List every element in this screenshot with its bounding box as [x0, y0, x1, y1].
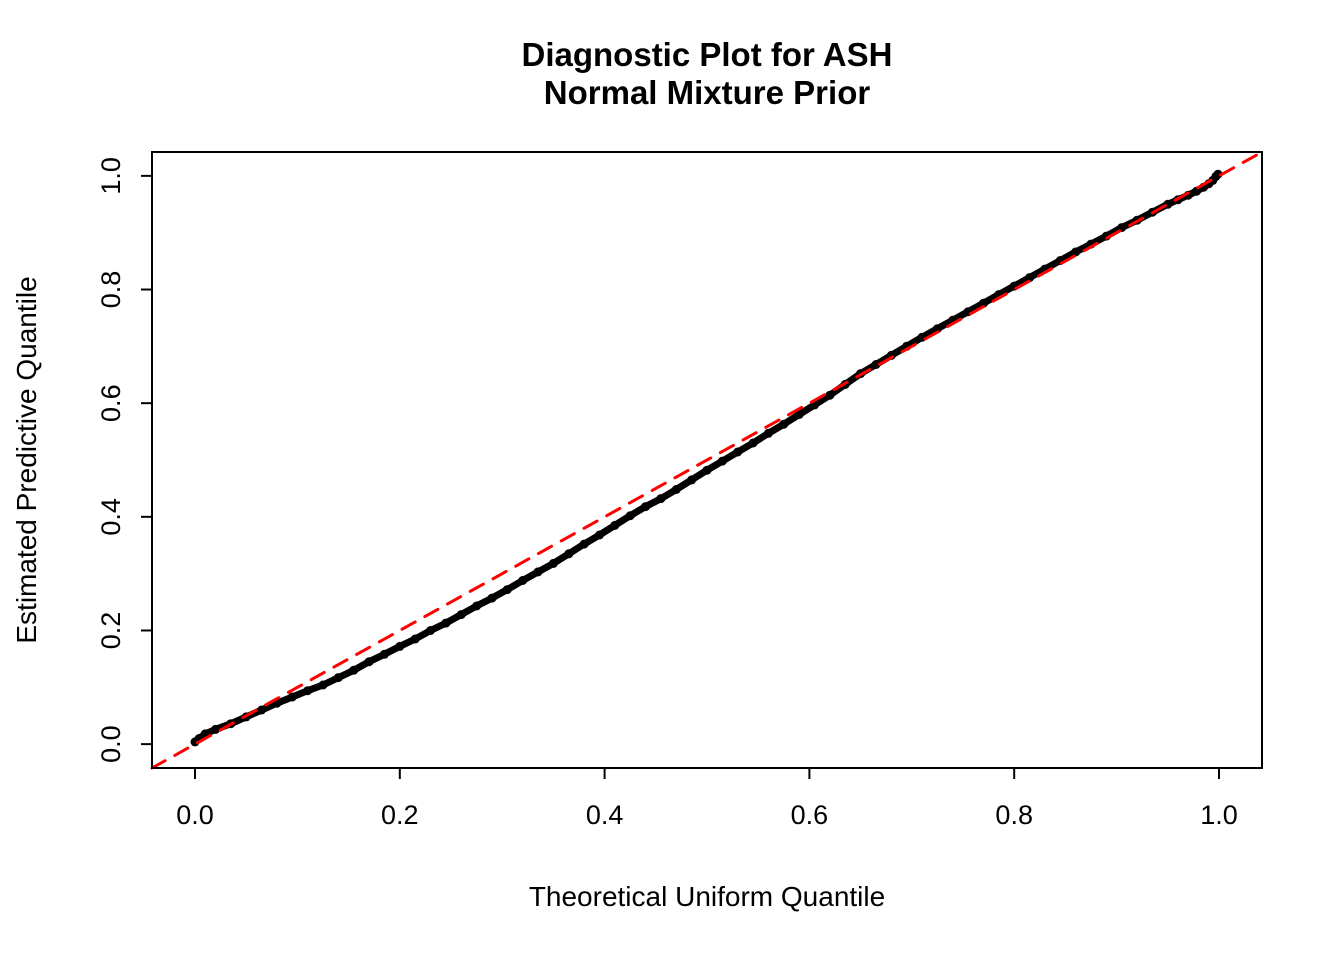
- qq-point: [364, 657, 374, 667]
- x-axis-tick-label: 0.2: [381, 800, 419, 830]
- qq-point: [518, 576, 528, 585]
- qq-point: [548, 558, 558, 568]
- qq-point: [441, 618, 451, 628]
- x-axis-tick-label: 0.4: [586, 800, 624, 830]
- qq-point: [979, 298, 988, 308]
- x-axis-tick-label: 1.0: [1200, 800, 1238, 830]
- qq-point: [1071, 247, 1081, 257]
- qq-point: [641, 502, 651, 512]
- qq-point: [671, 485, 681, 494]
- y-axis-tick-label: 0.6: [96, 384, 126, 422]
- qq-point: [687, 475, 697, 485]
- x-axis-label: Theoretical Uniform Quantile: [529, 881, 885, 912]
- x-axis-tick-label: 0.0: [176, 800, 214, 830]
- qq-point: [395, 641, 405, 651]
- qq-point: [1025, 273, 1035, 283]
- y-axis-tick-label: 0.2: [96, 612, 126, 650]
- qq-point: [502, 585, 512, 595]
- chart-title-line-1: Diagnostic Plot for ASH: [522, 36, 893, 73]
- chart-title-line-2: Normal Mixture Prior: [544, 74, 871, 111]
- qq-point: [318, 680, 328, 690]
- qq-point: [702, 465, 712, 475]
- y-axis-tick-label: 0.8: [96, 271, 126, 309]
- qq-point: [349, 665, 359, 675]
- qq-point: [825, 390, 835, 400]
- qq-point: [379, 649, 389, 659]
- qq-point: [533, 567, 543, 577]
- qq-point: [656, 494, 666, 504]
- qq-point: [733, 447, 743, 457]
- qq-point: [287, 692, 297, 702]
- qq-point: [211, 724, 220, 734]
- qq-point: [456, 610, 466, 620]
- y-axis-tick-label: 0.4: [96, 498, 126, 536]
- qq-point: [333, 673, 343, 683]
- qq-point: [564, 549, 574, 559]
- y-axis-tick-label: 1.0: [96, 157, 126, 195]
- qq-point: [763, 428, 773, 438]
- qq-point: [625, 511, 635, 521]
- qq-point: [410, 634, 420, 644]
- x-axis-tick-label: 0.8: [995, 800, 1033, 830]
- reference-line: [150, 150, 1264, 770]
- qq-point: [748, 438, 758, 448]
- qq-point: [932, 324, 942, 334]
- qq-point: [579, 539, 589, 549]
- qq-point: [487, 593, 497, 603]
- plot-frame: [151, 151, 1263, 769]
- qq-point: [717, 456, 727, 466]
- qq-point: [303, 686, 313, 696]
- x-axis-tick-label: 0.6: [791, 800, 829, 830]
- plot-area: 0.0 0.2 0.4 0.6 0.8 1.0 0.0 0.2 0.4 0.6 0.8 1.0: [96, 150, 1264, 830]
- qq-point: [257, 705, 267, 715]
- qq-point: [871, 360, 881, 369]
- qq-point: [472, 601, 482, 611]
- qq-point: [794, 410, 804, 419]
- y-axis-tick-label: 0.0: [96, 725, 126, 763]
- qq-point: [426, 626, 435, 635]
- qq-point: [595, 530, 604, 540]
- y-axis-label: Estimated Predictive Quantile: [11, 276, 42, 643]
- qq-point: [779, 419, 789, 429]
- qq-point: [610, 520, 620, 530]
- qq-point: [1192, 186, 1201, 196]
